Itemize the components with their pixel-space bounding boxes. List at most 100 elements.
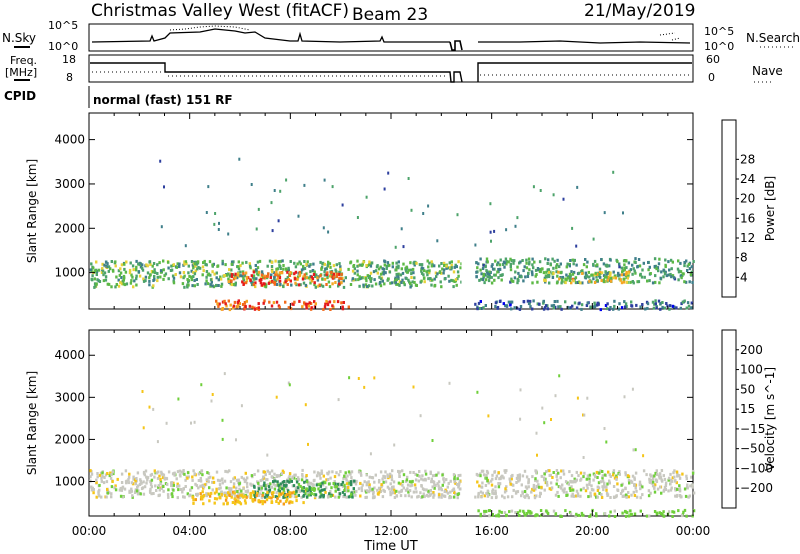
data-cell [609, 279, 613, 283]
data-cell [681, 472, 684, 476]
data-cell [263, 276, 266, 280]
data-cell [555, 482, 558, 486]
data-cell [340, 301, 343, 305]
data-cell [528, 260, 531, 264]
data-cell [183, 285, 186, 289]
data-cell [309, 281, 312, 285]
data-cell [488, 509, 491, 512]
data-cell [221, 477, 224, 481]
data-cell [501, 263, 505, 266]
data-cell [577, 474, 580, 478]
data-cell [101, 474, 104, 478]
data-cell [212, 476, 215, 480]
data-cell [420, 263, 424, 267]
data-cell [686, 264, 689, 268]
data-cell [505, 259, 508, 263]
data-cell [219, 275, 222, 279]
data-cell [283, 281, 286, 285]
data-cell [244, 489, 247, 493]
data-cell [183, 274, 186, 278]
data-cell [338, 492, 342, 496]
data-cell [582, 456, 585, 459]
data-cell [621, 488, 625, 492]
data-cell [100, 476, 103, 480]
data-cell [276, 277, 279, 281]
data-cell [248, 304, 252, 308]
data-cell [321, 481, 324, 485]
data-cell [476, 480, 479, 484]
data-cell [241, 270, 245, 274]
data-cell [205, 270, 209, 273]
data-cell [249, 279, 252, 282]
data-cell [248, 262, 251, 266]
data-cell [489, 230, 492, 234]
data-cell [560, 469, 563, 473]
data-cell [257, 494, 261, 497]
data-cell [320, 267, 323, 271]
data-cell [279, 259, 282, 263]
data-cell [660, 491, 663, 495]
data-cell [89, 475, 92, 479]
data-cell [298, 260, 301, 264]
data-cell [279, 189, 282, 193]
data-cell [655, 306, 658, 310]
data-cell [130, 273, 133, 277]
data-cell [217, 284, 220, 287]
data-cell [575, 263, 578, 267]
data-cell [351, 269, 355, 273]
data-cell [335, 270, 338, 274]
data-cell [606, 271, 609, 275]
data-cell [368, 263, 371, 267]
data-cell [106, 265, 109, 269]
data-cell [90, 262, 93, 266]
data-cell [301, 474, 304, 478]
data-cell [538, 302, 541, 306]
data-cell [123, 283, 127, 287]
data-cell [378, 275, 381, 279]
data-cell [395, 278, 398, 282]
data-cell [603, 484, 606, 488]
data-cell [474, 243, 477, 247]
data-cell [647, 494, 651, 498]
data-cell [142, 426, 145, 430]
data-cell [264, 285, 268, 289]
data-cell [90, 277, 93, 281]
data-cell [477, 509, 480, 513]
data-cell [504, 487, 507, 491]
data-cell [331, 493, 335, 497]
data-cell [649, 491, 652, 495]
data-cell [175, 477, 178, 481]
data-cell [187, 271, 190, 275]
data-cell [306, 260, 309, 264]
data-cell [663, 485, 667, 489]
data-cell [545, 509, 548, 513]
data-cell [436, 239, 439, 243]
data-cell [401, 480, 405, 484]
data-cell [418, 474, 421, 478]
data-cell [671, 515, 674, 518]
data-cell [407, 490, 410, 494]
data-cell [321, 277, 324, 281]
y-tick-label: 3000 [54, 177, 85, 191]
data-cell [114, 260, 117, 264]
data-cell [404, 488, 408, 492]
data-cell [149, 487, 152, 491]
data-cell [366, 489, 369, 493]
data-cell [620, 306, 624, 310]
data-cell [344, 471, 347, 475]
data-cell [654, 471, 657, 475]
data-cell [616, 260, 619, 264]
data-cell [364, 283, 368, 287]
data-cell [135, 268, 138, 272]
data-cell [337, 279, 341, 283]
data-cell [146, 264, 149, 268]
nsky-gap-marker [449, 40, 463, 51]
data-cell [253, 484, 256, 488]
data-cell [337, 272, 341, 276]
data-cell [499, 273, 502, 277]
data-cell [292, 490, 296, 494]
data-cell [620, 266, 623, 270]
data-cell [337, 398, 340, 402]
data-cell [529, 305, 532, 309]
data-cell [230, 273, 234, 277]
